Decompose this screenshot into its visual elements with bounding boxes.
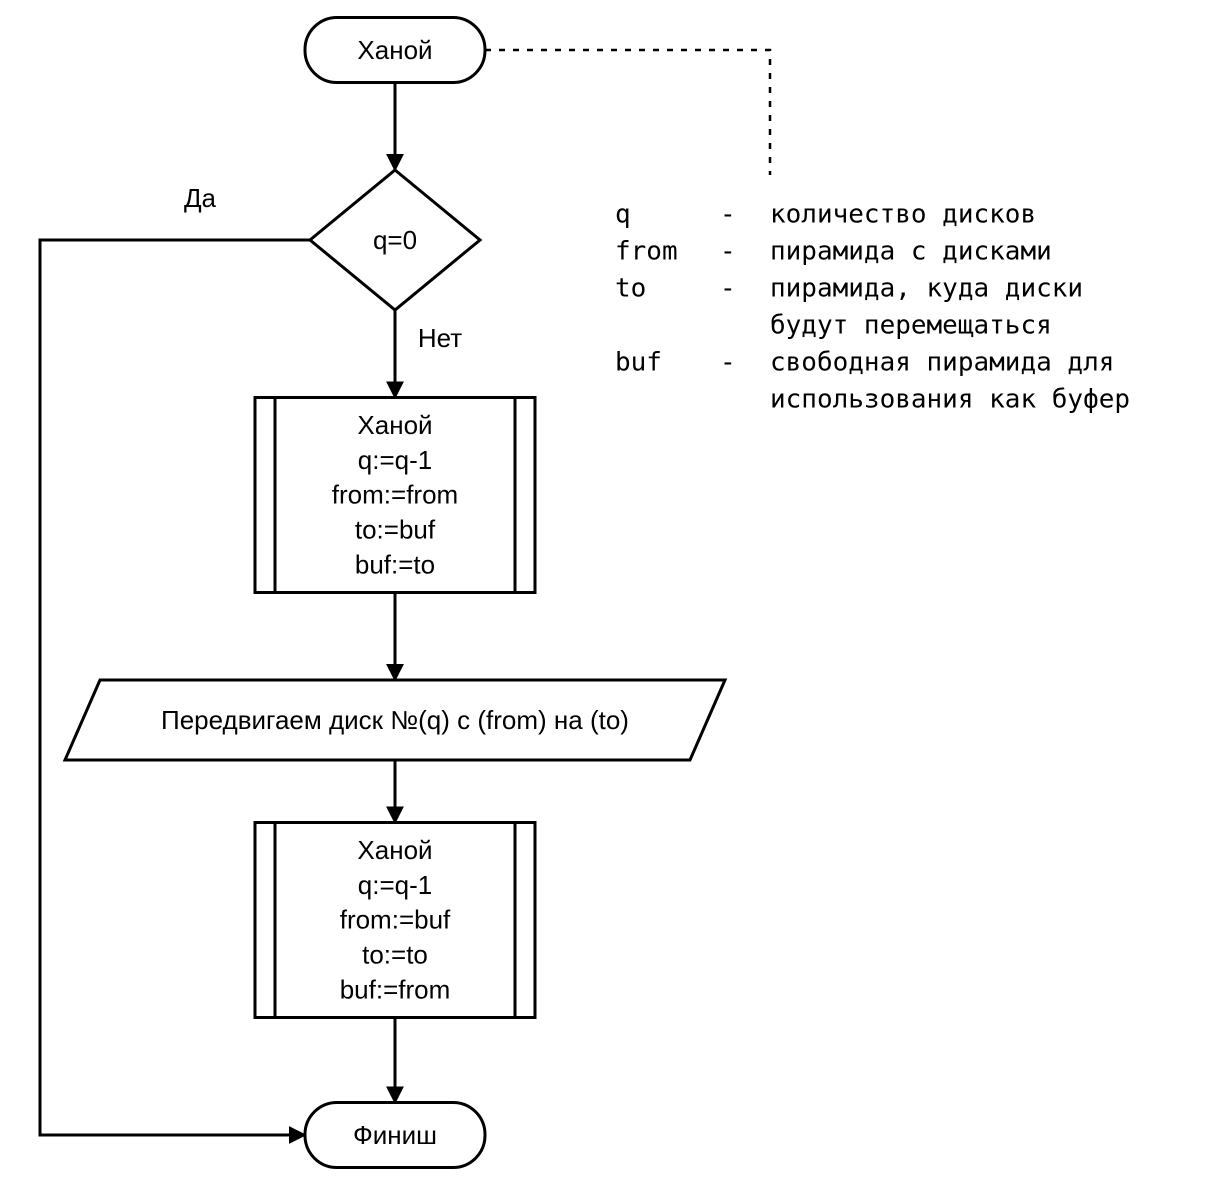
node-text: from:=from [332, 480, 458, 510]
node-text: q=0 [373, 225, 417, 255]
legend-desc: количество дисков [770, 200, 1036, 230]
node-text: Передвигаем диск №(q) с (from) на (to) [161, 705, 629, 735]
legend-term: from [615, 237, 678, 267]
node-text: Финиш [353, 1120, 437, 1150]
node-text: Ханой [357, 35, 432, 65]
legend-term: buf [615, 348, 662, 378]
legend-dash: - [720, 348, 736, 378]
node-text: q:=q-1 [358, 445, 432, 475]
legend-term: to [615, 274, 646, 304]
legend-desc: свободная пирамида для [770, 348, 1114, 378]
node-text: buf:=to [355, 549, 435, 579]
legend-dash: - [720, 237, 736, 267]
legend-desc: пирамида с дисками [770, 237, 1052, 267]
legend-dash: - [720, 274, 736, 304]
node-text: Ханой [357, 410, 432, 440]
legend-dash: - [720, 200, 736, 230]
legend-desc: использования как буфер [770, 385, 1130, 415]
legend-desc: будут перемещаться [770, 311, 1052, 341]
node-text: from:=buf [340, 905, 451, 935]
node-text: to:=buf [355, 514, 436, 544]
node-text: to:=to [362, 939, 428, 969]
no-label: Нет [418, 323, 462, 353]
node-text: Ханой [357, 835, 432, 865]
node-text: buf:=from [340, 974, 451, 1004]
yes-label: Да [184, 183, 217, 213]
node-text: q:=q-1 [358, 870, 432, 900]
legend-term: q [615, 200, 631, 230]
legend-desc: пирамида, куда диски [770, 274, 1083, 304]
